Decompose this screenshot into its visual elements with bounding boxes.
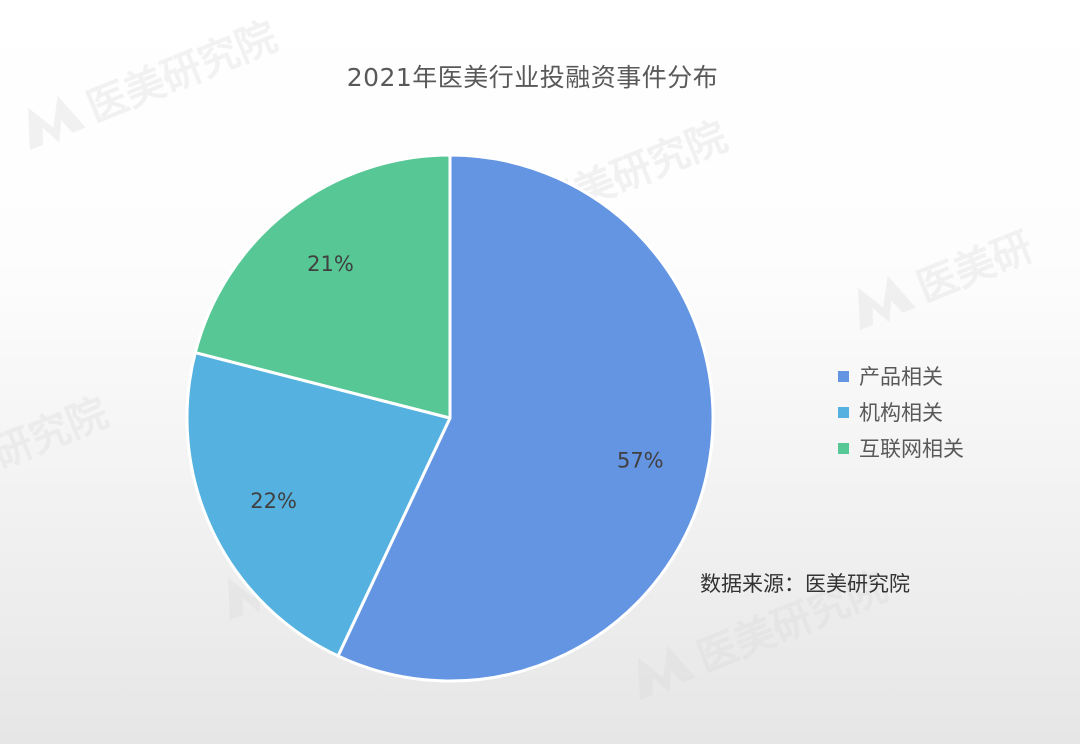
legend-label: 机构相关 (859, 401, 943, 425)
data-label-institution: 22% (250, 489, 297, 513)
data-label-product: 57% (617, 449, 664, 473)
legend-label: 互联网相关 (859, 437, 964, 461)
source-note: 数据来源：医美研究院 (700, 572, 910, 596)
pie-slice-product (336, 153, 715, 683)
legend-label: 产品相关 (859, 365, 943, 389)
legend-swatch (838, 442, 849, 454)
m-logo-icon (637, 645, 696, 700)
chart-title: 2021年医美行业投融资事件分布 (346, 63, 719, 92)
chart-legend: 产品相关 机构相关 互联网相关 (838, 358, 964, 466)
pie-slice-internet (193, 153, 452, 420)
legend-swatch (838, 406, 849, 418)
pie-slice-institution (185, 351, 452, 658)
legend-item-institution: 机构相关 (838, 394, 964, 430)
legend-item-product: 产品相关 (838, 358, 964, 394)
m-logo-icon (857, 275, 916, 330)
m-logo-icon (27, 95, 86, 150)
data-label-internet: 21% (307, 252, 354, 276)
legend-item-internet: 互联网相关 (838, 430, 964, 466)
legend-swatch (838, 370, 849, 382)
